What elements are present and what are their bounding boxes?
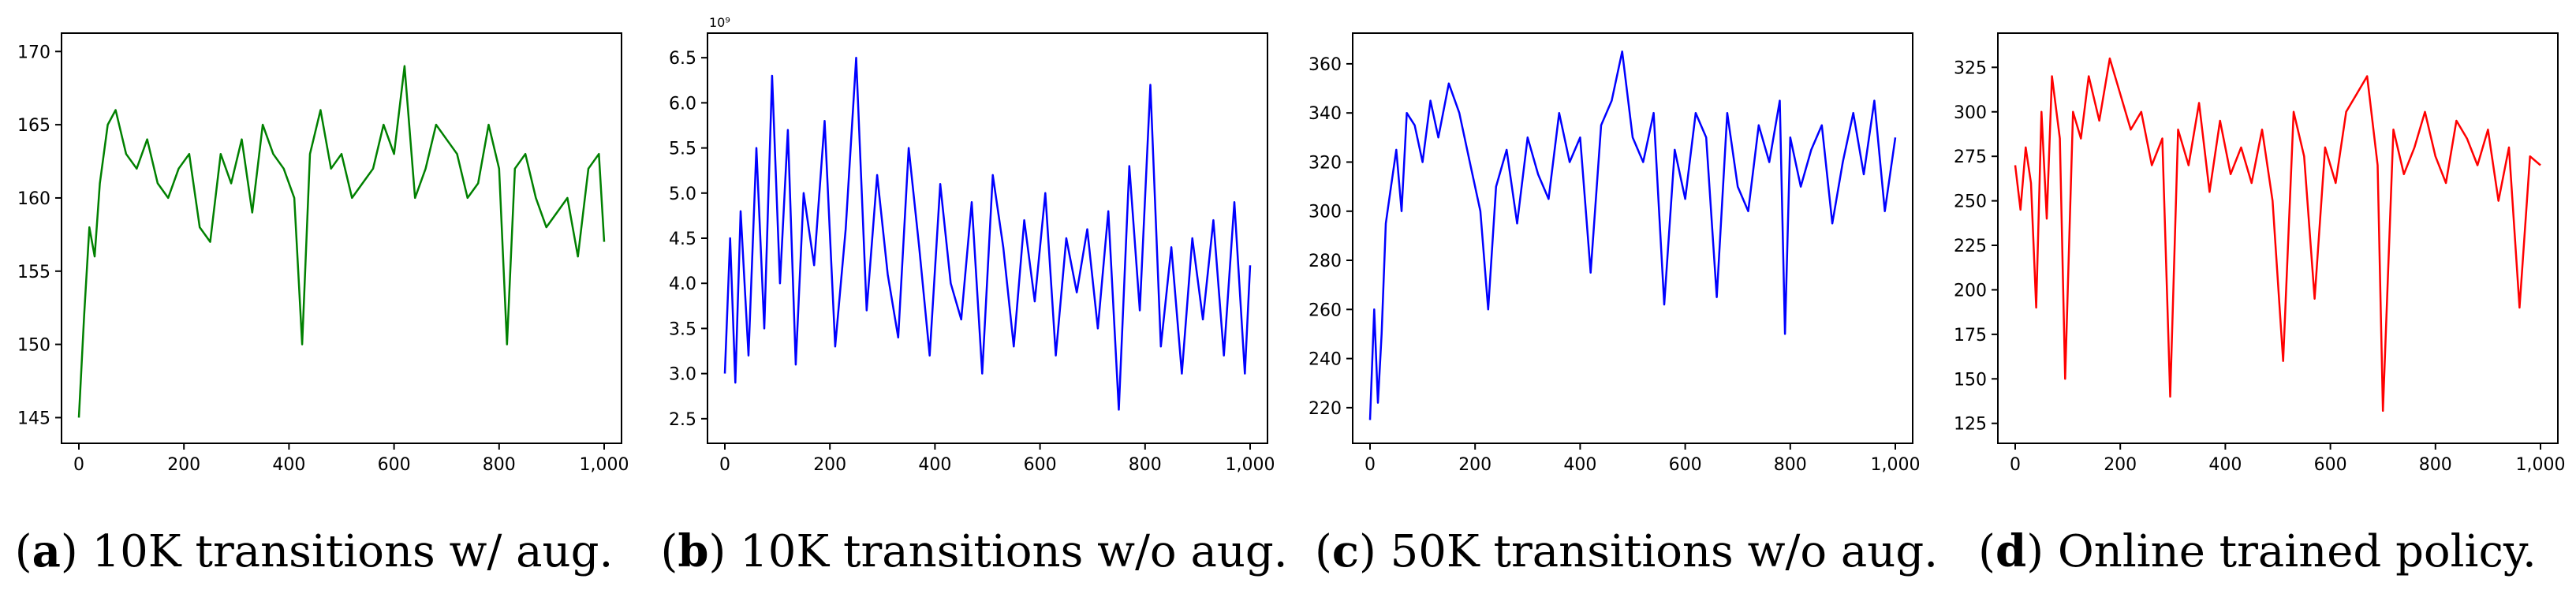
y-tick-label: 6.5	[669, 49, 696, 69]
caption-text: 10K transitions w/o aug.	[740, 526, 1287, 577]
y-tick-label: 170	[17, 43, 50, 62]
y-tick-label: 175	[1954, 326, 1987, 345]
x-tick-label: 600	[378, 455, 411, 475]
x-tick-label: 0	[2010, 455, 2021, 475]
y-tick-label: 3.0	[669, 365, 696, 385]
y-tick-label: 325	[1954, 58, 1987, 78]
x-tick-label: 600	[1669, 455, 1702, 475]
caption-paren-open: (	[15, 526, 32, 577]
caption-letter: d	[1995, 525, 2026, 577]
y-tick-label: 300	[1309, 203, 1342, 222]
x-tick-label: 800	[483, 455, 516, 475]
x-tick-label: 1,000	[1871, 455, 1921, 475]
y-tick-label: 340	[1309, 104, 1342, 124]
series-line	[1368, 50, 1897, 420]
caption-b: (b) 10K transitions w/o aug.	[660, 525, 1287, 577]
x-tick-label: 1,000	[580, 455, 629, 475]
y-tick-label: 145	[17, 409, 50, 428]
caption-paren-close: )	[61, 526, 92, 577]
y-tick-label: 125	[1954, 415, 1987, 435]
x-tick-label: 400	[2208, 455, 2242, 475]
caption-c: (c) 50K transitions w/o aug.	[1315, 525, 1938, 577]
x-tick-label: 200	[2104, 455, 2137, 475]
chart-a: 0 200 400 600 800 1,000 145 150 155 160 165 170 (a) …	[15, 32, 629, 577]
plot-frame	[1352, 32, 1913, 444]
x-tick-label: 1,000	[1226, 455, 1275, 475]
x-tick-label: 1,000	[2516, 455, 2566, 475]
x-tick-label: 600	[1024, 455, 1057, 475]
y-tick-label: 150	[1954, 370, 1987, 390]
caption-a: (a) 10K transitions w/ aug.	[15, 525, 614, 577]
chart-d: 0 200 400 600 800 1,000 125 150 175 200 225 250 275 3…	[1954, 32, 2566, 577]
caption-d: (d) Online trained policy.	[1978, 525, 2537, 577]
y-tick-label: 165	[17, 116, 50, 136]
y-tick-label: 360	[1309, 55, 1342, 75]
y-tick-label: 4.0	[669, 274, 696, 294]
y-tick-label: 275	[1954, 148, 1987, 167]
series-line	[77, 65, 606, 418]
y-tick-label: 250	[1954, 192, 1987, 212]
y-tick-label: 200	[1954, 281, 1987, 301]
y-tick-label: 4.5	[669, 230, 696, 249]
caption-paren-close: )	[708, 526, 740, 577]
y-tick-label: 240	[1309, 350, 1342, 370]
y-tick-label: 225	[1954, 237, 1987, 256]
x-tick-label: 800	[1774, 455, 1807, 475]
chart-b: 0 200 400 600 800 1,000 2.5 3.0 3.5 4.0 4.5 5.0 5.5 6…	[660, 15, 1287, 577]
caption-letter: c	[1332, 525, 1359, 577]
y-tick-label: 155	[17, 263, 50, 282]
y-tick-label: 260	[1309, 301, 1342, 320]
plot-frame	[61, 32, 622, 444]
x-tick-label: 600	[2314, 455, 2347, 475]
y-tick-label: 220	[1309, 399, 1342, 419]
x-tick-label: 0	[1365, 455, 1376, 475]
caption-text: Online trained policy.	[2058, 526, 2537, 577]
caption-paren-close: )	[1359, 526, 1391, 577]
x-tick-label: 200	[813, 455, 846, 475]
x-tick-label: 200	[1458, 455, 1491, 475]
x-tick-label: 200	[167, 455, 200, 475]
caption-letter: a	[32, 525, 61, 577]
y-tick-label: 150	[17, 336, 50, 356]
x-tick-label: 800	[1129, 455, 1162, 475]
caption-letter: b	[678, 525, 708, 577]
caption-text: 10K transitions w/ aug.	[92, 526, 614, 577]
chart-c: 0 200 400 600 800 1,000 220 240 260 280 300 320 340 3…	[1309, 32, 1938, 577]
series-line	[2014, 57, 2541, 413]
x-tick-label: 800	[2419, 455, 2452, 475]
caption-paren-open: (	[660, 526, 678, 577]
y-tick-label: 320	[1309, 153, 1342, 173]
y-tick-label: 5.5	[669, 140, 696, 159]
caption-paren-open: (	[1978, 526, 1995, 577]
x-tick-label: 400	[918, 455, 951, 475]
y-tick-label: 3.5	[669, 319, 696, 339]
y-tick-label: 5.0	[669, 185, 696, 204]
series-line	[723, 56, 1252, 411]
plot-frame	[1997, 32, 2559, 444]
y-axis-exponent: 10⁹	[709, 15, 730, 30]
y-tick-label: 280	[1309, 252, 1342, 271]
y-tick-label: 2.5	[669, 410, 696, 430]
y-tick-label: 300	[1954, 103, 1987, 123]
x-tick-label: 0	[719, 455, 730, 475]
x-tick-label: 400	[1563, 455, 1596, 475]
caption-text: 50K transitions w/o aug.	[1391, 526, 1938, 577]
x-tick-label: 0	[73, 455, 84, 475]
caption-paren-open: (	[1315, 526, 1332, 577]
x-tick-label: 400	[272, 455, 305, 475]
caption-paren-close: )	[2026, 526, 2058, 577]
y-tick-label: 6.0	[669, 94, 696, 114]
y-tick-label: 160	[17, 189, 50, 209]
